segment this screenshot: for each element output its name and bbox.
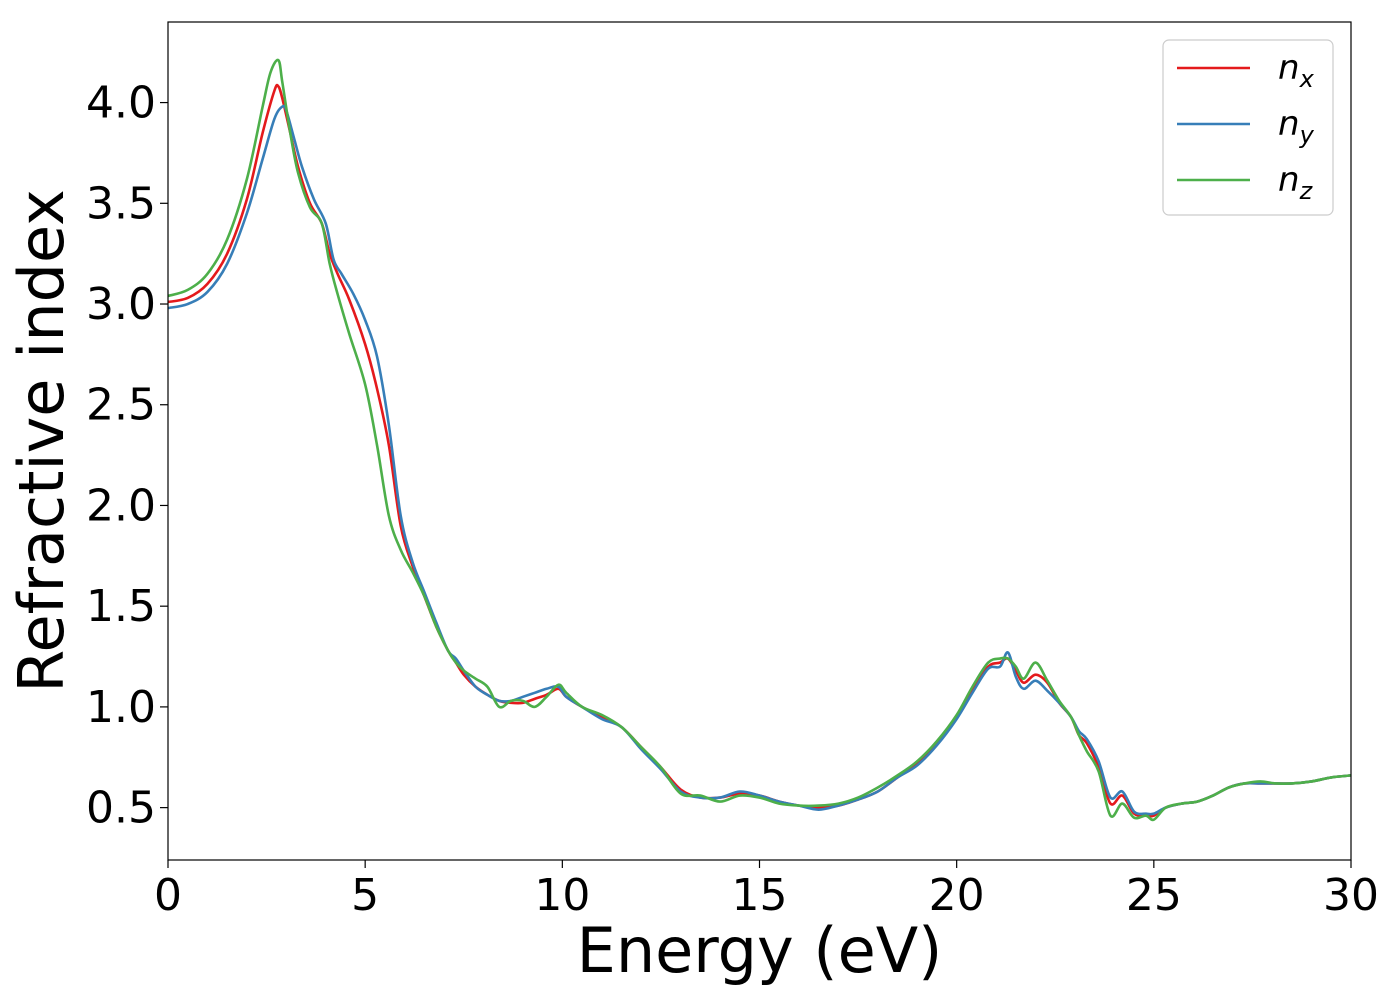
x-axis-title: Energy (eV)	[577, 914, 943, 987]
legend-box	[1162, 39, 1334, 216]
y-axis-title: Refractive index	[5, 189, 78, 693]
legend-label-ny: ny	[1278, 104, 1315, 149]
x-tick-label: 10	[534, 870, 590, 921]
axis-ticks: 0 5 10 15 20 25 30 0.5 1.0 1.5 2.0 2.5 3.0 3.5 4.0	[86, 78, 1379, 921]
series-line-nz	[167, 58, 1352, 822]
y-tick-label: 3.0	[86, 279, 156, 330]
legend-label-subscript: x	[1299, 65, 1315, 93]
x-tick-label: 5	[351, 870, 379, 921]
y-tick-label: 0.5	[86, 783, 156, 834]
legend-label-main: n	[1278, 160, 1300, 200]
legend-label-main: n	[1278, 104, 1300, 144]
y-tick-label: 1.5	[86, 581, 156, 632]
x-tick-label: 0	[154, 870, 182, 921]
legend-label-main: n	[1278, 48, 1300, 88]
legend-label-nz: nz	[1278, 160, 1314, 205]
x-tick-label: 15	[732, 870, 788, 921]
legend-label-subscript: y	[1299, 121, 1315, 149]
y-tick-label: 3.5	[86, 178, 156, 229]
series-line-ny	[167, 104, 1352, 816]
y-tick-label: 2.5	[86, 380, 156, 431]
legend-label-subscript: z	[1299, 177, 1314, 205]
legend-label-nx: nx	[1278, 48, 1315, 93]
x-tick-label: 20	[929, 870, 985, 921]
x-tick-label: 25	[1126, 870, 1182, 921]
series-lines	[167, 58, 1352, 822]
x-tick-label: 30	[1323, 870, 1379, 921]
y-tick-label: 4.0	[86, 78, 156, 129]
y-tick-label: 2.0	[86, 480, 156, 531]
y-tick-label: 1.0	[86, 682, 156, 733]
